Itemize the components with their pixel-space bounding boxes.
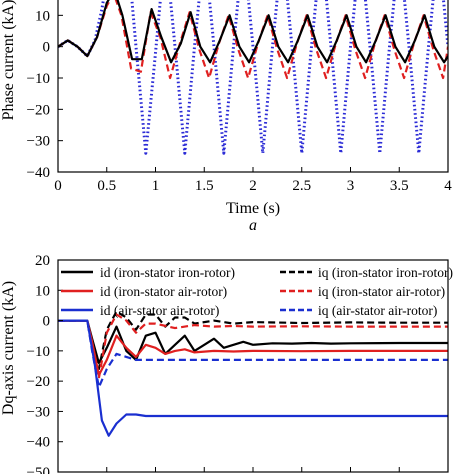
x-tick-label: 1.5 — [195, 178, 214, 194]
series-line-1-2 — [58, 0, 448, 80]
x-tick-label: 2 — [249, 178, 257, 194]
legend-label: iq (air-stator air-rotor) — [318, 303, 437, 318]
legend-label: iq (iron-stator air-rotor) — [318, 284, 445, 299]
x-tick-label: 3.5 — [390, 178, 409, 194]
y-tick-label: −30 — [27, 134, 50, 150]
y-tick-label: −20 — [27, 102, 50, 118]
y-tick-label: −20 — [27, 374, 50, 390]
legend-label: id (iron-stator iron-rotor) — [100, 265, 235, 280]
series-line-1-1 — [58, 0, 448, 155]
series-line-2-1 — [58, 319, 448, 365]
series-group — [58, 0, 448, 155]
y-tick-label: −30 — [27, 404, 50, 420]
series-line-2-3 — [58, 319, 448, 377]
x-tick-label: 2.5 — [292, 178, 311, 194]
series-line-2-4 — [58, 313, 448, 380]
x-axis-title: Time (s) — [226, 200, 280, 217]
y-tick-label: 10 — [35, 283, 50, 299]
y-tick-label: −10 — [27, 71, 50, 87]
panel-label: a — [249, 217, 257, 234]
legend: id (iron-stator iron-rotor) iq (iron-stat… — [61, 265, 453, 318]
y-tick-label: 10 — [35, 8, 50, 24]
dq-current-chart: 20 10 0 −10 −20 −30 −40 −50 Dq-axis current (kA)… — [0, 253, 453, 474]
y-tick-label: −50 — [27, 465, 50, 474]
x-tick-label: 1 — [152, 178, 160, 194]
y-tick-label: 0 — [43, 314, 51, 330]
y-tick-label: −40 — [27, 165, 50, 181]
y-tick-label: −10 — [27, 344, 50, 360]
legend-label: iq (iron-stator iron-rotor) — [318, 265, 453, 280]
series-line-1-3 — [58, 0, 448, 64]
legend-label: id (iron-stator air-rotor) — [100, 284, 227, 299]
x-tick-label: 0 — [54, 178, 62, 194]
y-tick-label: 0 — [43, 40, 51, 56]
x-tick-label: 3 — [347, 178, 355, 194]
series-line-2-6 — [58, 319, 448, 389]
y-axis-title: Phase current (kA) — [0, 0, 17, 120]
y-tick-label: −40 — [27, 435, 50, 451]
series-group — [58, 310, 448, 437]
x-tick-label: 0.5 — [97, 178, 116, 194]
x-tick-label: 4 — [444, 178, 452, 194]
y-tick-label: 20 — [35, 253, 50, 269]
legend-label: id (air-stator air-rotor) — [100, 303, 219, 318]
y-axis-title: Dq-axis current (kA) — [0, 281, 17, 415]
series-line-2-5 — [58, 319, 448, 437]
